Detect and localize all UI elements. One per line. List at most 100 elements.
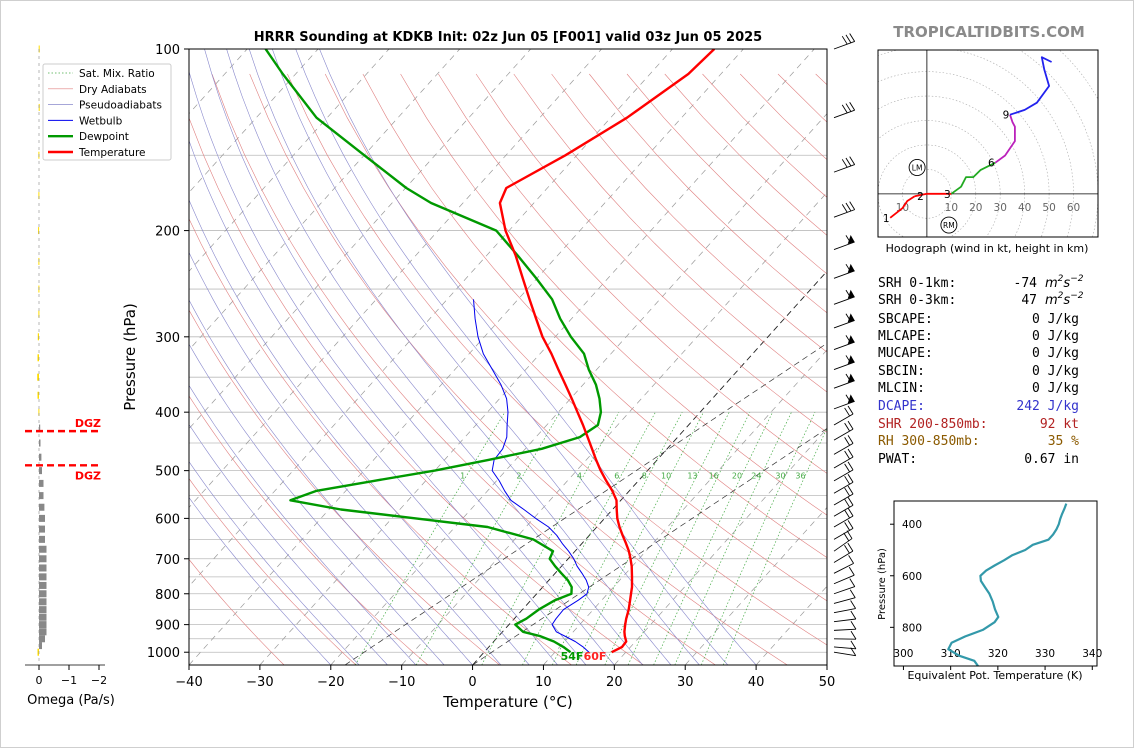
mixing-ratio-label: 6	[614, 471, 619, 480]
x-tick-label: 20	[606, 675, 623, 690]
wind-barb	[834, 421, 853, 440]
srh-unit-part: −2	[1070, 291, 1084, 301]
index-mucape-value: 0 J/kg	[1032, 346, 1079, 361]
omega-bar	[39, 480, 44, 487]
pseudoadiabat	[183, 49, 586, 665]
legend-label: Wetbulb	[79, 115, 123, 127]
wind-barb	[834, 394, 855, 409]
index-mlcape-value: 0 J/kg	[1032, 329, 1079, 344]
omega-bar	[39, 555, 47, 562]
barb-flag	[850, 579, 855, 587]
barb-shaft	[834, 647, 856, 649]
x-tick-label: 40	[748, 675, 765, 690]
legend-label: Sat. Mix. Ratio	[79, 68, 155, 80]
barb-shaft	[834, 563, 854, 573]
omega-bar	[39, 590, 47, 597]
index-mlcape-label: MLCAPE:	[878, 329, 933, 344]
theta-e-y-tick-label: 800	[902, 622, 922, 634]
hodograph-ring-label: 20	[969, 202, 982, 214]
mixing-ratio-label: 13	[687, 471, 697, 480]
mixing-ratio-label: 16	[709, 471, 719, 480]
barb-flag	[848, 486, 853, 494]
hodograph-height-label: 3	[944, 189, 951, 201]
mixing-ratio-label: 24	[751, 471, 761, 480]
index-srh03-label: SRH 0-3km:	[878, 293, 956, 308]
barb-shaft	[834, 210, 855, 218]
barb-shaft	[834, 110, 855, 118]
index-srh03-value: 47	[1021, 293, 1037, 308]
omega-xlabel: Omega (Pa/s)	[27, 693, 115, 708]
wind-barb	[834, 335, 855, 350]
barb-shaft	[834, 470, 853, 481]
barb-flag	[842, 36, 847, 44]
barb-flag	[851, 601, 856, 609]
omega-bar	[39, 621, 47, 628]
mixing-ratio-line	[522, 412, 655, 665]
barb-shaft	[834, 271, 855, 279]
wind-barb	[834, 235, 855, 250]
y-tick-label: 400	[155, 406, 180, 421]
index-mucape-label: MUCAPE:	[878, 346, 933, 361]
wind-barb	[834, 497, 853, 516]
wind-barb	[834, 520, 853, 539]
wind-barb	[834, 157, 855, 173]
barb-flag	[842, 105, 847, 113]
omega-bar	[39, 564, 47, 571]
dry-adiabat	[23, 74, 356, 665]
wind-barb	[834, 355, 855, 370]
barb-shaft	[834, 362, 855, 370]
omega-bar	[39, 582, 47, 589]
isotherm	[1, 49, 35, 665]
mixing-ratio-label: 4	[577, 471, 582, 480]
index-dcape-label: DCAPE:	[878, 399, 925, 414]
barb-flag	[845, 451, 850, 459]
theta-e-y-tick-label: 400	[902, 519, 922, 531]
wind-barb	[834, 313, 855, 328]
barb-shaft	[834, 528, 853, 539]
barb-flag	[848, 474, 853, 482]
pseudoadiabat	[227, 49, 643, 665]
mixing-ratio-line	[723, 412, 834, 665]
x-tick-label: 30	[677, 675, 694, 690]
barb-flag	[848, 520, 853, 528]
barb-flag	[851, 641, 856, 649]
hodograph-height-label: 9	[1003, 110, 1010, 122]
index-mlcin-value: 0 J/kg	[1032, 381, 1079, 396]
barb-shaft	[834, 342, 855, 350]
index-sbcape-label: SBCAPE:	[878, 312, 933, 327]
omega-bar	[39, 573, 47, 580]
barb-flag	[848, 497, 853, 505]
srh-unit: m2s−2	[1045, 274, 1084, 291]
dry-adiabat	[137, 74, 572, 665]
mixing-ratio-label: 2	[516, 471, 521, 480]
wind-barb	[834, 202, 855, 218]
barb-flag	[848, 508, 853, 516]
theta-e-y-tick-label: 600	[902, 571, 922, 583]
legend-label: Dewpoint	[79, 131, 129, 143]
skewt-xlabel: Temperature (°C)	[442, 693, 572, 711]
legend-label: Temperature	[78, 147, 146, 159]
barb-shaft	[834, 401, 855, 409]
omega-bar	[39, 467, 42, 474]
barb-shaft	[834, 320, 855, 328]
x-tick-label: 50	[819, 675, 836, 690]
barb-flag	[845, 408, 850, 416]
barb-flag	[846, 35, 851, 43]
barb-flag	[851, 631, 856, 639]
barb-flag	[845, 510, 850, 518]
y-tick-label: 500	[155, 465, 180, 480]
barb-shaft	[834, 494, 853, 505]
theta-e-trace	[948, 504, 1066, 666]
dgz-label: DGZ	[75, 469, 101, 482]
theta-e-ylabel: Pressure (hPa)	[877, 548, 888, 620]
index-shr-value: 92 kt	[1040, 417, 1079, 432]
srh-unit-part: −2	[1070, 274, 1084, 284]
theta-e-x-tick-label: 320	[988, 648, 1008, 660]
skewt-ylabel: Pressure (hPa)	[121, 303, 139, 411]
brand-logo: TROPICALTIDBITS.COM	[893, 23, 1085, 41]
wind-barb	[834, 290, 855, 305]
barb-flag	[850, 102, 855, 110]
